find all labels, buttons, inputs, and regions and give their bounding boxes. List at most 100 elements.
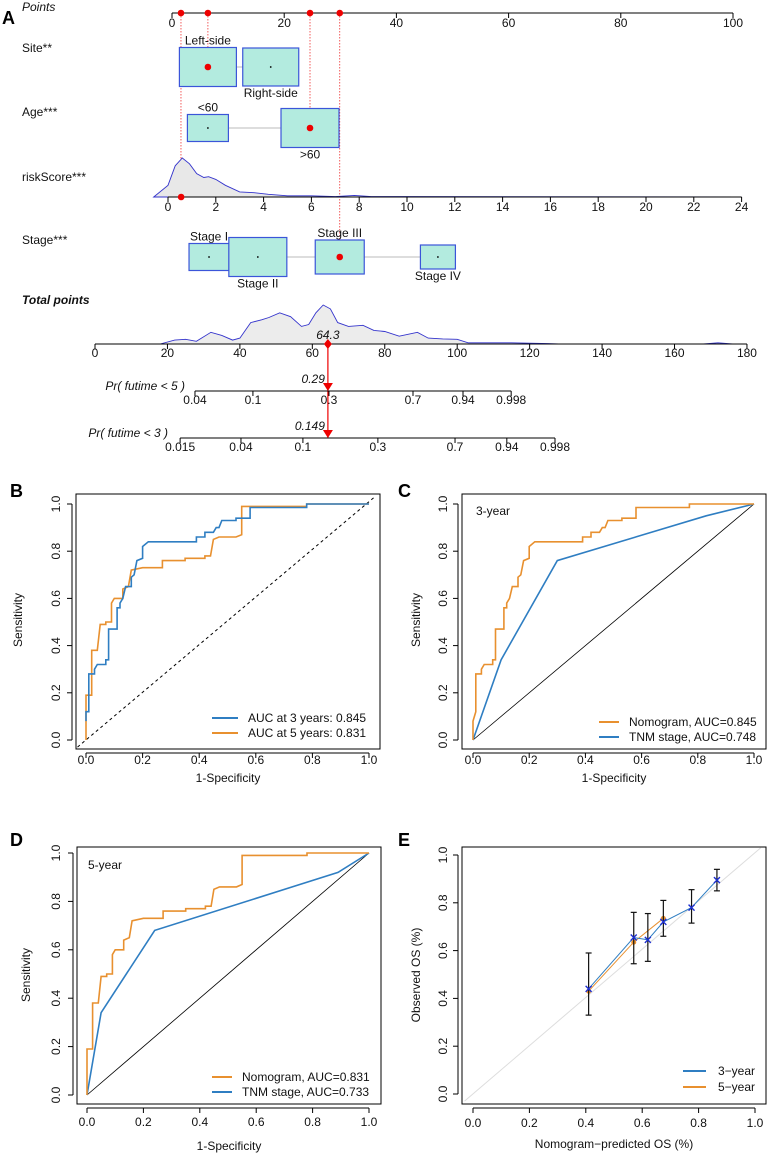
variable-label: Age*** (22, 105, 58, 119)
probability-axis-tick-label: 0.1 (245, 393, 262, 407)
risk-score-density (152, 157, 742, 198)
panel-annotation: 3-year (476, 504, 510, 518)
x-axis-tick-label: 0.4 (191, 1115, 208, 1129)
total-points-tick-label: 20 (161, 346, 175, 360)
calibration-point-3-year (688, 904, 696, 912)
probability-axis-tick-label: 0.998 (496, 393, 526, 407)
risk-score-tick-label: 6 (308, 200, 315, 214)
panel-label-b: B (10, 481, 23, 501)
risk-score-label: riskScore*** (22, 170, 86, 184)
calibration-point-3-year (644, 936, 652, 944)
series-line (85, 503, 369, 722)
selected-level-marker (336, 253, 344, 261)
y-axis-tick-label: 0.2 (49, 1038, 63, 1055)
legend-entry: AUC at 5 years: 0.831 (248, 726, 366, 740)
y-axis-tick-label: 0.2 (436, 1038, 450, 1055)
points-axis-label: Points (22, 0, 55, 14)
panel-label-d: D (10, 830, 23, 850)
y-axis-tick-label: 0.0 (49, 731, 63, 748)
probability-axis-tick-label: 0.015 (165, 440, 195, 454)
plot-frame (461, 493, 767, 750)
level-label: Right-side (244, 86, 298, 100)
level-label: Stage IV (415, 269, 461, 283)
total-points-value: 64.3 (316, 328, 340, 342)
risk-score-tick-label: 20 (639, 200, 653, 214)
series-line (85, 503, 369, 740)
total-points-label: Total points (22, 293, 90, 307)
risk-score-tick-label: 22 (687, 200, 701, 214)
points-axis-tick-label: 100 (723, 16, 743, 30)
y-axis-tick-label: 0.4 (436, 990, 450, 1007)
reference-diagonal (77, 496, 375, 748)
calibration-point-3-year (659, 918, 667, 926)
risk-score-tick-label: 8 (356, 200, 363, 214)
calibration-point-3-year (630, 933, 638, 941)
x-axis-tick-label: 1.0 (361, 1115, 378, 1129)
x-axis-tick-label: 0.8 (304, 1115, 321, 1129)
points-axis-tick-label: 80 (614, 16, 628, 30)
y-axis-tick-label: 1.0 (436, 495, 450, 512)
risk-score-tick-label: 12 (448, 200, 462, 214)
legend-entry: 3−year (718, 1064, 755, 1078)
x-axis-tick-label: 0.8 (690, 1116, 707, 1130)
x-axis-tick-label: 0.6 (247, 753, 264, 767)
selected-level-marker (204, 63, 212, 71)
y-axis-tick-label: 0.4 (49, 637, 63, 654)
risk-score-tick-label: 14 (496, 200, 510, 214)
selected-points-marker (177, 9, 185, 17)
level-label: Stage III (317, 226, 362, 240)
risk-score-selected-marker (177, 193, 185, 201)
level-center-dot (208, 256, 210, 258)
y-axis-tick-label: 0.8 (49, 543, 63, 560)
probability-axis-tick-label: 0.7 (447, 440, 464, 454)
legend-entry: AUC at 3 years: 0.845 (248, 711, 366, 725)
y-axis-tick-label: 0.4 (49, 990, 63, 1007)
reference-diagonal (472, 503, 755, 741)
plot-frame (76, 846, 382, 1105)
x-axis-tick-label: 1.0 (361, 753, 378, 767)
total-points-marker (323, 339, 332, 349)
total-points-density (160, 304, 733, 345)
risk-score-tick-label: 0 (165, 200, 172, 214)
x-axis-tick-label: 0.4 (577, 1116, 594, 1130)
y-axis-label: Observed OS (%) (409, 928, 423, 1023)
probability-axis-tick-label: 0.998 (540, 440, 570, 454)
risk-score-tick-label: 16 (544, 200, 558, 214)
plot-frame (461, 846, 767, 1105)
total-points-tick-label: 60 (306, 346, 320, 360)
probability-value: 0.29 (302, 372, 326, 386)
level-center-dot (256, 256, 259, 258)
probability-value: 0.149 (295, 419, 325, 433)
x-axis-tick-label: 0.4 (577, 753, 594, 767)
legend-entry: 5−year (718, 1080, 755, 1094)
probability-axis-label: Pr( futime < 5 ) (105, 379, 185, 393)
level-label: Left-side (185, 34, 231, 48)
probability-axis-tick-label: 0.94 (495, 440, 519, 454)
x-axis-label: 1-Specificity (582, 771, 647, 785)
probability-marker (322, 383, 333, 391)
x-axis-tick-label: 0.6 (633, 753, 650, 767)
y-axis-tick-label: 0.0 (49, 1086, 63, 1103)
series-line (472, 503, 755, 741)
y-axis-tick-label: 0.6 (49, 590, 63, 607)
selected-points-marker (306, 9, 314, 17)
legend-entry: Nomogram, AUC=0.831 (242, 1070, 370, 1084)
total-points-tick-label: 180 (737, 346, 757, 360)
points-axis-tick-label: 20 (278, 16, 292, 30)
y-axis-tick-label: 1.0 (49, 495, 63, 512)
variable-label: Site** (22, 41, 52, 55)
probability-axis-tick-label: 0.7 (405, 393, 422, 407)
y-axis-tick-label: 0.6 (49, 941, 63, 958)
series-line (472, 503, 754, 740)
level-label: <60 (198, 101, 219, 115)
x-axis-tick-label: 0.0 (79, 1115, 96, 1129)
x-axis-tick-label: 1.0 (746, 753, 763, 767)
series-line (588, 879, 718, 990)
risk-score-tick-label: 18 (592, 200, 606, 214)
total-points-tick-label: 80 (378, 346, 392, 360)
panel-label-e: E (398, 830, 410, 850)
y-axis-tick-label: 0.8 (436, 894, 450, 911)
selected-points-marker (204, 9, 212, 17)
reference-diagonal (464, 847, 761, 1102)
